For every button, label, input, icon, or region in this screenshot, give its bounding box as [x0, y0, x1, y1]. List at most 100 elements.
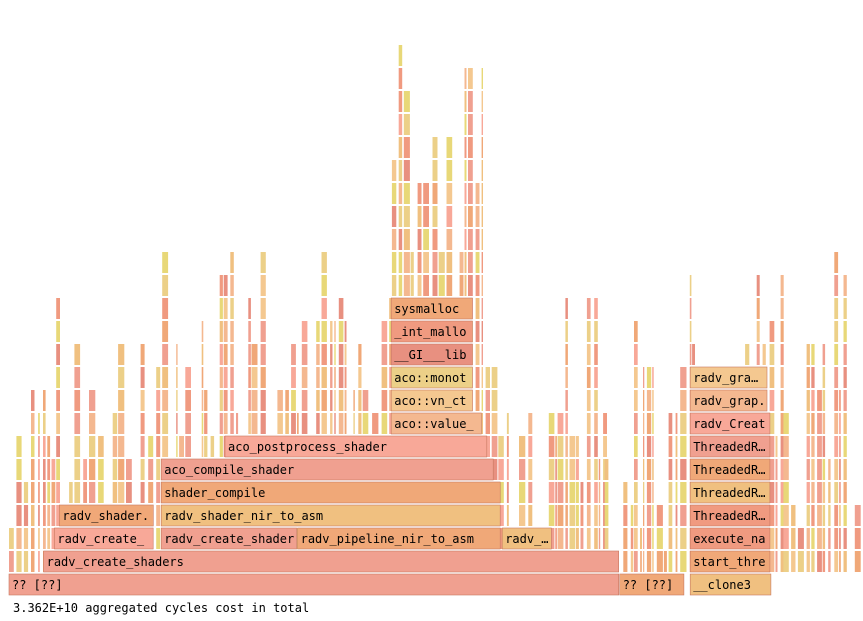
flame-frame[interactable]: ThreadedR…: [689, 481, 771, 504]
flame-frame[interactable]: radv_create_: [54, 527, 154, 550]
flame-frame-box[interactable]: [59, 504, 154, 527]
flame-minor-frame: [38, 551, 40, 572]
flame-minor-frame: [201, 344, 204, 365]
flame-minor-frame: [16, 551, 22, 572]
flame-minor-frame: [822, 367, 826, 388]
flame-frame-box[interactable]: [689, 458, 771, 481]
flame-minor-frame: [780, 528, 784, 549]
flame-minor-frame: [219, 390, 223, 411]
flame-minor-frame: [74, 367, 81, 388]
flame-minor-frame: [285, 413, 289, 434]
flame-minor-frame: [822, 413, 826, 434]
flame-minor-frame: [822, 528, 826, 549]
flame-minor-frame: [817, 482, 822, 503]
flame-frame-box[interactable]: [390, 297, 473, 320]
flame-frame[interactable]: radv_create_shader: [160, 527, 297, 550]
flame-frame-box[interactable]: [390, 366, 473, 389]
flame-minor-frame: [334, 413, 336, 434]
flame-frame-label: radv_shader.: [62, 509, 149, 523]
flame-minor-frame: [140, 459, 145, 480]
flame-frame-box[interactable]: [689, 550, 771, 573]
flame-minor-frame: [176, 436, 178, 457]
flame-frame-box[interactable]: [390, 412, 482, 435]
flame-frame[interactable]: start_thre: [689, 550, 771, 573]
flame-minor-frame: [646, 459, 652, 480]
flame-minor-frame: [74, 390, 81, 411]
flame-frame[interactable]: radv_pipeline_nir_to_asm: [297, 527, 501, 550]
flame-frame[interactable]: sysmalloc: [390, 297, 473, 320]
flame-frame[interactable]: ?? [??]: [619, 573, 685, 596]
flame-frame-box[interactable]: [689, 389, 768, 412]
flame-minor-frame: [316, 321, 320, 342]
flame-minor-frame: [604, 459, 609, 480]
flame-frame[interactable]: aco_postprocess_shader: [224, 435, 488, 458]
flame-frame-box[interactable]: [43, 550, 619, 573]
flame-minor-frame: [680, 505, 687, 526]
flame-frame-box[interactable]: [689, 435, 771, 458]
flame-frame[interactable]: execute_na: [689, 527, 771, 550]
flame-frame[interactable]: _int_mallo: [390, 320, 473, 343]
flame-frame[interactable]: __clone3: [689, 573, 772, 596]
flame-frame[interactable]: ?? [??]: [8, 573, 620, 596]
flame-minor-frame: [481, 367, 483, 388]
flame-frame[interactable]: radv_shader.: [59, 504, 154, 527]
flame-frame[interactable]: shader_compile: [160, 481, 501, 504]
flame-frame[interactable]: radv_grap.: [689, 389, 768, 412]
flame-frame[interactable]: ThreadedR…: [689, 435, 771, 458]
flame-frame-box[interactable]: [160, 481, 501, 504]
flame-frame-box[interactable]: [689, 481, 771, 504]
flame-frame-box[interactable]: [160, 504, 501, 527]
flame-frame[interactable]: __GI___lib: [390, 343, 473, 366]
flame-frame[interactable]: aco::vn_ct: [390, 389, 473, 412]
flame-frame-box[interactable]: [160, 527, 297, 550]
flame-minor-frame: [468, 229, 473, 250]
flame-frame-box[interactable]: [54, 527, 154, 550]
flame-minor-frame: [680, 551, 687, 572]
flame-minor-frame: [398, 45, 403, 66]
flame-frame-box[interactable]: [689, 527, 771, 550]
flame-minor-frame: [643, 459, 645, 480]
flame-minor-frame: [481, 275, 483, 296]
flame-minor-frame: [646, 505, 652, 526]
flame-frame[interactable]: radv_create_shaders: [43, 550, 619, 573]
flame-frame-box[interactable]: [224, 435, 488, 458]
flame-frame[interactable]: ThreadedR…: [689, 458, 771, 481]
flame-minor-frame: [464, 206, 467, 227]
flame-frame-box[interactable]: [160, 458, 494, 481]
flame-minor-frame: [179, 436, 184, 457]
flame-frame[interactable]: ThreadedR…: [689, 504, 771, 527]
flame-minor-frame: [828, 528, 831, 549]
flame-minor-frame: [834, 321, 839, 342]
flame-frame-box[interactable]: [689, 504, 771, 527]
flame-frame-box[interactable]: [390, 343, 473, 366]
flame-frame-box[interactable]: [501, 527, 552, 550]
flame-frame[interactable]: radv_Creat: [689, 412, 771, 435]
flame-minor-frame: [47, 459, 51, 480]
flame-minor-frame: [464, 275, 467, 296]
flame-minor-frame: [586, 505, 591, 526]
flame-frame-box[interactable]: [619, 573, 685, 596]
flame-frame[interactable]: radv_…: [501, 527, 552, 550]
flame-minor-frame: [248, 413, 251, 434]
flame-frame[interactable]: radv_gra…: [689, 366, 768, 389]
flame-minor-frame: [557, 505, 564, 526]
flame-minor-frame: [148, 459, 154, 480]
flame-minor-frame: [438, 252, 445, 273]
flame-frame[interactable]: aco_compile_shader: [160, 458, 494, 481]
flame-frame-box[interactable]: [689, 573, 772, 596]
flame-frame-box[interactable]: [297, 527, 501, 550]
flame-frame-box[interactable]: [390, 389, 473, 412]
flame-minor-frame: [204, 390, 208, 411]
flame-minor-frame: [519, 436, 526, 457]
flame-frame-box[interactable]: [8, 573, 620, 596]
flame-frame-box[interactable]: [689, 412, 771, 435]
flame-minor-frame: [16, 482, 22, 503]
flame-minor-frame: [806, 551, 810, 572]
flame-minor-frame: [843, 413, 847, 434]
flame-frame-box[interactable]: [390, 320, 473, 343]
flame-frame[interactable]: aco::monot: [390, 366, 473, 389]
flame-frame-box[interactable]: [689, 366, 768, 389]
flame-frame[interactable]: radv_shader_nir_to_asm: [160, 504, 501, 527]
flame-minor-frame: [56, 344, 60, 365]
flame-frame[interactable]: aco::value_: [390, 412, 482, 435]
